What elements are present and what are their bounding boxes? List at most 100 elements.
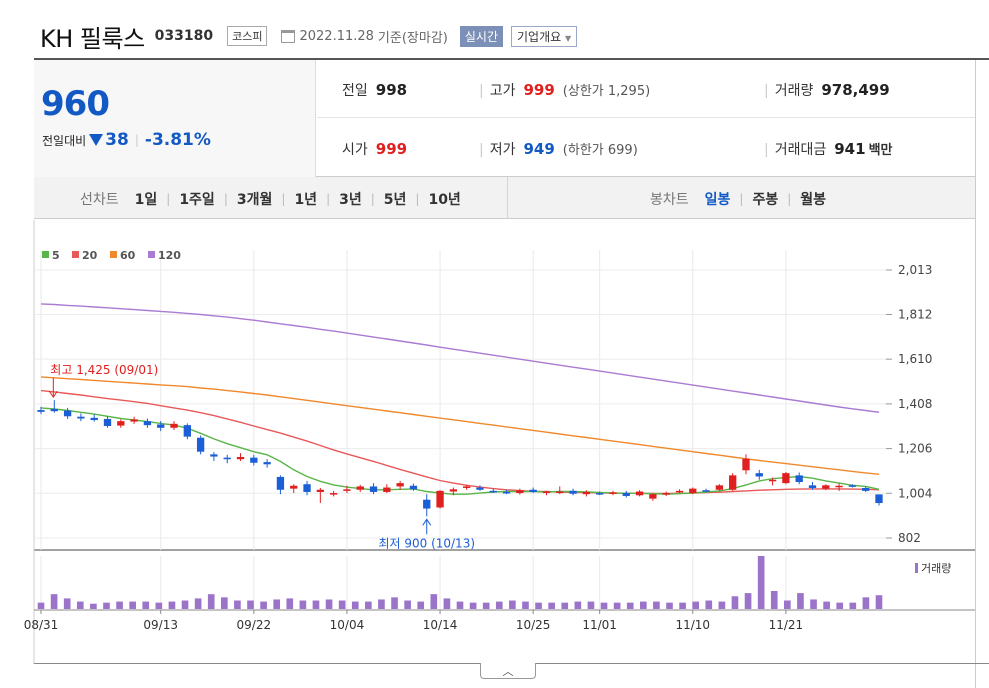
candle-body (835, 485, 843, 488)
volume-bar (469, 602, 477, 609)
tab-candle_tabs-2[interactable]: 월봉 (800, 192, 827, 208)
price-panel-bg (34, 220, 975, 550)
high-label: 고가 (489, 83, 516, 99)
stat-separator: | (764, 83, 769, 99)
tab-line_tabs-4[interactable]: 3년 (339, 192, 362, 208)
tab-separator: | (166, 192, 171, 206)
candle-body (223, 457, 231, 460)
volume-bar (456, 601, 464, 609)
volume-bar (404, 600, 411, 609)
tab-line_tabs-6[interactable]: 10년 (428, 192, 461, 208)
volume-bar (312, 600, 320, 609)
volume-bar (679, 602, 686, 609)
stat-separator: | (479, 142, 484, 158)
stock-chart[interactable]: 08/31 09/13 09/22 10/04 10/14 10/25 11/01 11/10… (0, 220, 989, 688)
company-overview-button[interactable]: 기업개요 ▼ (511, 25, 578, 47)
volume-bar (391, 597, 398, 609)
volume-bar (168, 601, 176, 609)
volume-bar (718, 601, 726, 609)
candle-body (635, 491, 644, 496)
candle-body (875, 494, 883, 504)
open-stat: 시가 999 (342, 139, 407, 159)
volume-bar (744, 593, 752, 609)
stat-row-2: 시가 999 | 저가 949 (하한가 699) | 거래대금 941 백만 (317, 119, 975, 177)
candle-body (582, 491, 591, 495)
line-chart-tabs: 선차트 1일 | 1주일 | 3개월 | 1년 | 3년 | 5년 | 10년 (80, 189, 461, 209)
tab-candle_tabs-1[interactable]: 주봉 (752, 192, 779, 208)
volume-bar (338, 600, 346, 609)
candle-body (236, 457, 245, 460)
volume-bar (90, 603, 97, 609)
volume-bar (495, 601, 503, 609)
tab-line_tabs-2[interactable]: 3개월 (236, 192, 273, 208)
amount-value: 941 (834, 140, 866, 158)
volume-bar (430, 594, 438, 609)
moving-average-ma120 (40, 303, 880, 413)
candle-body (662, 493, 670, 495)
legend-swatch (148, 251, 155, 258)
stock-code: 033180 (154, 28, 214, 44)
candle-body (290, 485, 298, 489)
candle-body (383, 487, 391, 492)
volume-bar (823, 601, 830, 609)
chart-svg: 08/31 09/13 09/22 10/04 10/14 10/25 11/01 11/10… (24, 220, 975, 664)
volume-bar (299, 600, 307, 609)
volume-bar (784, 600, 791, 609)
moving-average-ma60 (40, 376, 880, 475)
stock-header: KH 필룩스 033180 코스피 2022.11.28 기준(장마감) 실시간… (40, 16, 578, 56)
volume-legend-label: 거래량 (921, 562, 951, 575)
volume-bar (639, 601, 647, 609)
volume-bar (849, 602, 857, 609)
candle-body (795, 475, 803, 483)
candle-body (476, 487, 484, 490)
volume-bar (116, 601, 123, 609)
tab-line_tabs-5[interactable]: 5년 (383, 192, 407, 208)
candle-body (117, 421, 125, 426)
volume-bar (286, 598, 294, 609)
low-value: 949 (523, 140, 555, 158)
tab-line_tabs-3[interactable]: 1년 (294, 192, 318, 208)
candle-body (542, 491, 551, 494)
volume-bar (234, 600, 241, 609)
candle-body (369, 486, 378, 492)
chart-tabs: 선차트 1일 | 1주일 | 3개월 | 1년 | 3년 | 5년 | 10년 봉차트 일봉 | 주봉 | 월봉 (34, 177, 975, 219)
tab-line_tabs-0[interactable]: 1일 (134, 192, 158, 208)
tab-separator: | (739, 192, 744, 206)
price-summary: 960 전일대비 38 | -3.81% 전일 998 | 고가 999 (상한… (34, 60, 975, 177)
volume-bar (142, 601, 150, 609)
x-tick-label: 09/13 (143, 618, 178, 632)
amount-stat: | 거래대금 941 백만 (764, 139, 892, 159)
tab-separator: | (787, 192, 792, 206)
volume-bar (76, 601, 84, 609)
collapse-button[interactable]: ︿ (480, 663, 536, 679)
volume-label: 거래량 (774, 83, 814, 99)
low-label: 저가 (489, 142, 516, 158)
realtime-button[interactable]: 실시간 (459, 25, 503, 47)
panel-right-border (975, 60, 976, 688)
candle-body (77, 416, 85, 419)
candle-body (250, 457, 258, 463)
legend-label: 5 (52, 249, 60, 262)
volume-bar (482, 602, 490, 609)
low-stat: | 저가 949 (하한가 699) (479, 139, 638, 159)
y-tick-label: 1,004 (898, 486, 932, 500)
x-tick-label: 10/14 (423, 618, 458, 632)
volume-bar (443, 598, 451, 609)
x-tick-label: 10/04 (330, 618, 365, 632)
volume-bar (797, 593, 804, 609)
candle-body (263, 462, 271, 465)
price-change: 전일대비 38 | -3.81% (42, 130, 211, 150)
candle-body (210, 454, 218, 457)
candle-body (808, 485, 817, 488)
low-arrow-head (422, 518, 432, 526)
candle-body (702, 490, 710, 492)
tab-candle_tabs-0[interactable]: 일봉 (704, 192, 731, 208)
x-tick-label: 09/22 (237, 618, 272, 632)
candle-body (356, 486, 364, 490)
tab-separator: | (415, 192, 420, 206)
legend-swatch (110, 251, 117, 258)
tab-line_tabs-1[interactable]: 1주일 (179, 192, 215, 208)
calendar-icon (281, 29, 296, 43)
prev-close-label: 전일 (342, 83, 368, 99)
volume-bar (522, 601, 529, 609)
